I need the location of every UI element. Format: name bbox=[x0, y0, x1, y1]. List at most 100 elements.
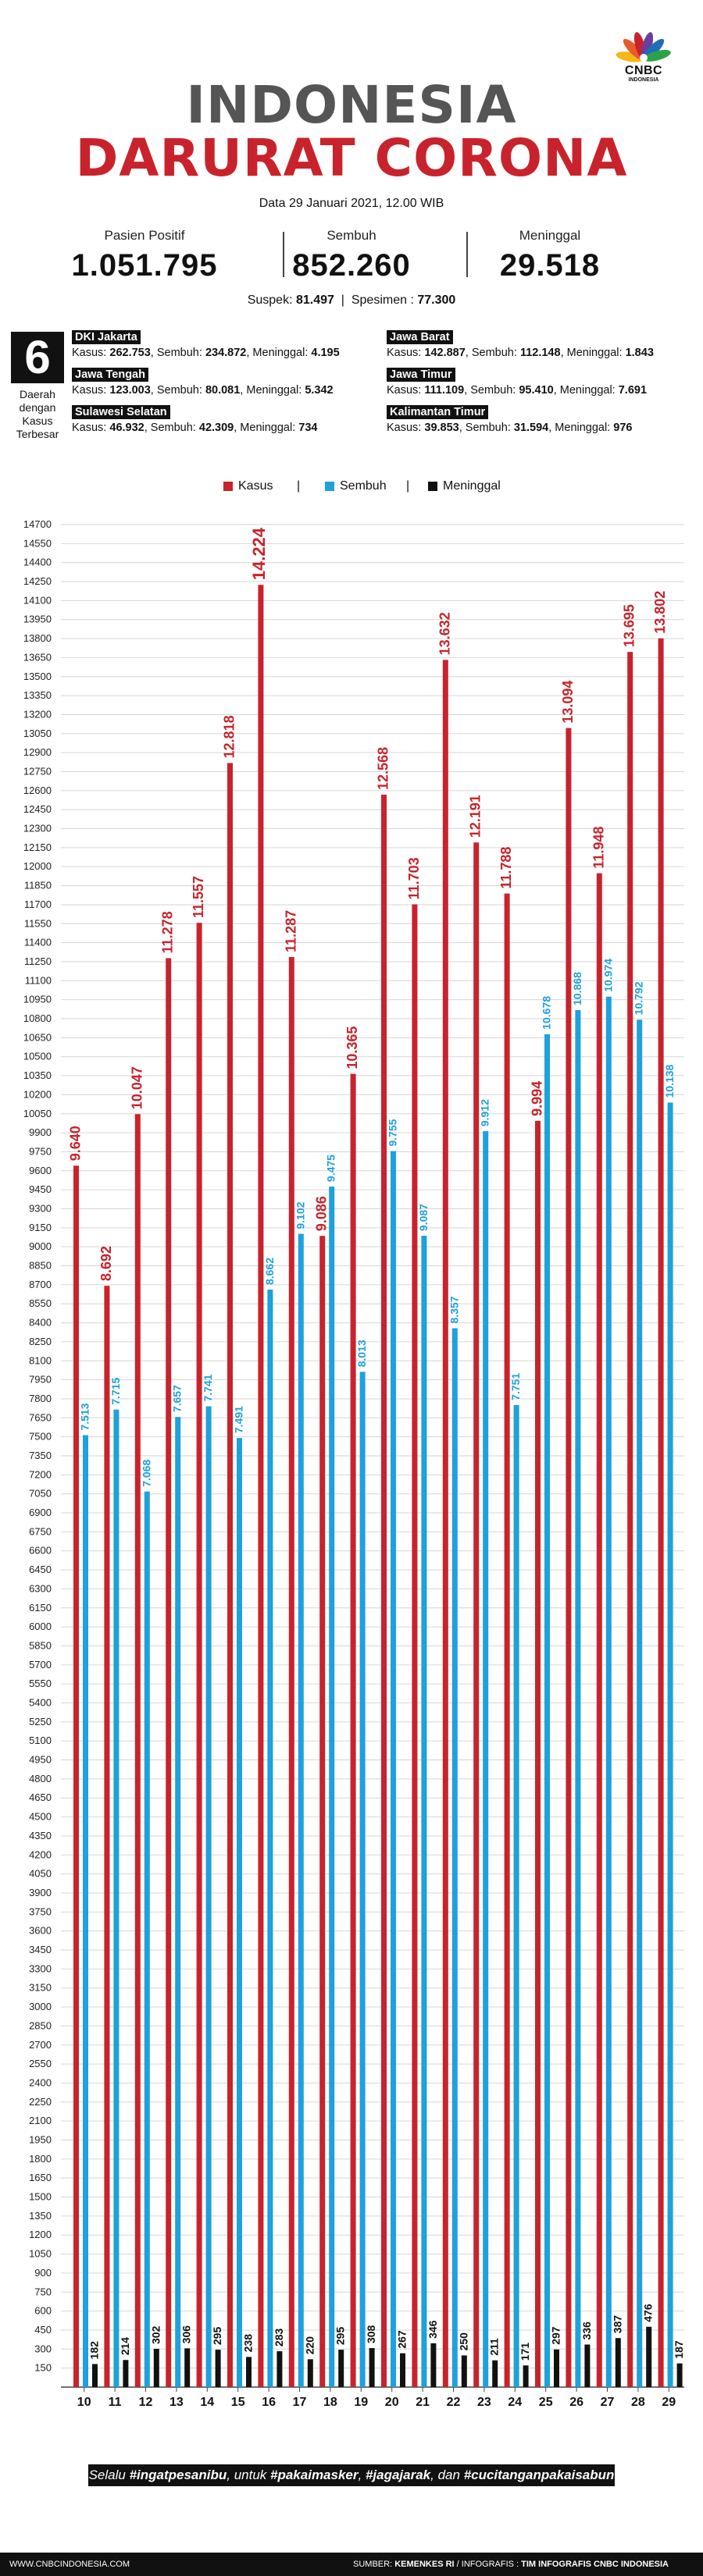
data-label-meninggal: 267 bbox=[396, 2330, 409, 2349]
data-label-kasus: 10.047 bbox=[129, 1066, 145, 1109]
bar-meninggal bbox=[92, 2364, 98, 2387]
bar-kasus bbox=[658, 638, 664, 2387]
bar-sembuh bbox=[83, 1435, 88, 2387]
banner-text: , untuk bbox=[227, 2467, 271, 2482]
caption-line: dengan bbox=[19, 401, 56, 414]
region-detail: Kasus: 123.003, Sembuh: 80.081, Meningga… bbox=[72, 384, 334, 397]
kasus-value: 111.109 bbox=[424, 384, 465, 397]
y-tick-label: 9900 bbox=[29, 1126, 52, 1138]
bar-meninggal bbox=[646, 2326, 652, 2387]
source-credit: SUMBER: KEMENKES RI / INFOGRAFIS : TIM I… bbox=[353, 2560, 669, 2569]
kasus-label: Kasus: bbox=[72, 422, 107, 434]
region-sulawesi-selatan: Sulawesi Selatan Kasus: 46.932, Sembuh: 4… bbox=[72, 405, 317, 434]
data-label-kasus: 11.788 bbox=[498, 847, 514, 889]
region-jawa-barat: Jawa Barat Kasus: 142.887, Sembuh: 112.14… bbox=[387, 330, 654, 359]
footer-banner: Selalu #ingatpesanibu, untuk #pakaimaske… bbox=[88, 2464, 615, 2486]
region-name: Kalimantan Timur bbox=[387, 405, 489, 419]
y-tick-label: 14100 bbox=[23, 594, 52, 606]
x-tick-label: 12 bbox=[139, 2396, 153, 2409]
region-detail: Kasus: 39.853, Sembuh: 31.594, Meninggal… bbox=[387, 422, 633, 434]
meninggal-value: 4.195 bbox=[311, 347, 340, 359]
y-tick-label: 600 bbox=[34, 2305, 52, 2317]
data-label-kasus: 13.695 bbox=[622, 604, 637, 647]
bar-meninggal bbox=[584, 2344, 591, 2387]
y-tick-label: 8700 bbox=[29, 1279, 52, 1290]
sembuh-value: 95.410 bbox=[519, 384, 554, 397]
data-label-sembuh: 9.475 bbox=[325, 1155, 337, 1182]
y-tick-label: 9150 bbox=[29, 1222, 52, 1233]
y-tick-label: 5700 bbox=[29, 1659, 52, 1670]
caption-line: Terbesar bbox=[16, 428, 59, 440]
title-line-1: INDONESIA bbox=[186, 75, 517, 135]
kasus-value: 39.853 bbox=[424, 422, 459, 434]
y-tick-label: 9750 bbox=[29, 1145, 52, 1157]
legend-swatch bbox=[325, 482, 334, 491]
bar-meninggal bbox=[123, 2360, 129, 2387]
y-tick-label: 3450 bbox=[29, 1944, 52, 1955]
bar-sembuh bbox=[267, 1290, 273, 2387]
y-tick-label: 6900 bbox=[29, 1507, 52, 1518]
meninggal-label: Meninggal: bbox=[246, 384, 302, 397]
y-tick-label: 11700 bbox=[24, 898, 52, 910]
y-tick-label: 6450 bbox=[29, 1564, 52, 1575]
y-tick-label: 11550 bbox=[24, 917, 52, 929]
bar-meninggal bbox=[554, 2349, 559, 2387]
data-label-kasus: 9.640 bbox=[68, 1126, 84, 1161]
bar-sembuh bbox=[544, 1034, 550, 2387]
y-tick-label: 9450 bbox=[29, 1183, 52, 1195]
data-label-kasus: 13.632 bbox=[437, 612, 452, 655]
y-tick-label: 1650 bbox=[29, 2172, 52, 2183]
kasus-value: 142.887 bbox=[424, 347, 466, 359]
data-label-kasus: 11.287 bbox=[283, 910, 298, 952]
y-tick-label: 4950 bbox=[29, 1754, 52, 1766]
kasus-label: Kasus: bbox=[387, 422, 422, 434]
x-tick-label: 17 bbox=[293, 2396, 307, 2409]
suspek-line: Suspek: 81.497 | Spesimen : 77.300 bbox=[0, 294, 703, 308]
y-tick-label: 8400 bbox=[29, 1317, 52, 1329]
region-kalimantan-timur: Kalimantan Timur Kasus: 39.853, Sembuh: 3… bbox=[387, 405, 632, 434]
y-tick-label: 8550 bbox=[29, 1297, 52, 1309]
bar-meninggal bbox=[369, 2348, 375, 2387]
sembuh-label: Sembuh: bbox=[156, 347, 202, 359]
data-label-meninggal: 214 bbox=[119, 2337, 131, 2356]
data-label-kasus: 13.094 bbox=[560, 681, 576, 724]
bar-kasus bbox=[596, 873, 602, 2387]
y-tick-label: 7800 bbox=[29, 1393, 52, 1404]
bar-meninggal bbox=[246, 2357, 252, 2387]
bar-kasus bbox=[381, 795, 387, 2387]
y-tick-label: 5550 bbox=[29, 1678, 52, 1689]
y-tick-label: 10350 bbox=[23, 1069, 52, 1081]
data-label-kasus: 12.191 bbox=[468, 795, 484, 838]
data-label-meninggal: 336 bbox=[580, 2322, 593, 2340]
bar-sembuh bbox=[513, 1404, 519, 2387]
y-tick-label: 1350 bbox=[29, 2210, 52, 2222]
data-date: Data 29 Januari 2021, 12.00 WIB bbox=[259, 197, 444, 210]
x-tick-label: 29 bbox=[662, 2396, 676, 2409]
bar-sembuh bbox=[575, 1009, 581, 2387]
y-tick-label: 10500 bbox=[23, 1051, 52, 1062]
y-tick-label: 6150 bbox=[29, 1602, 52, 1614]
website-link[interactable]: WWW.CNBCINDONESIA.COM bbox=[9, 2560, 130, 2569]
data-label-sembuh: 10.138 bbox=[663, 1064, 676, 1098]
bar-kasus bbox=[73, 1165, 79, 2387]
bar-sembuh bbox=[605, 996, 612, 2387]
region-jawa-tengah: Jawa Tengah Kasus: 123.003, Sembuh: 80.08… bbox=[72, 368, 334, 397]
bar-sembuh bbox=[298, 1233, 304, 2387]
y-tick-label: 4350 bbox=[29, 1830, 52, 1841]
y-tick-label: 10050 bbox=[23, 1108, 52, 1119]
region-detail: Kasus: 262.753, Sembuh: 234.872, Meningg… bbox=[72, 347, 340, 359]
bar-meninggal bbox=[523, 2365, 529, 2387]
sembuh-value: 80.081 bbox=[205, 384, 241, 397]
bar-meninggal bbox=[184, 2348, 191, 2387]
y-tick-label: 3600 bbox=[29, 1925, 52, 1937]
data-label-kasus: 13.802 bbox=[652, 591, 668, 634]
y-tick-label: 7050 bbox=[29, 1488, 52, 1500]
data-label-sembuh: 10.868 bbox=[571, 972, 583, 1005]
x-tick-label: 10 bbox=[77, 2396, 91, 2409]
sembuh-label: Sembuh: bbox=[471, 347, 517, 359]
data-label-meninggal: 297 bbox=[550, 2326, 562, 2345]
y-tick-label: 450 bbox=[34, 2324, 52, 2336]
source-prefix: SUMBER: bbox=[353, 2560, 395, 2569]
bottom-bar: WWW.CNBCINDONESIA.COM SUMBER: KEMENKES R… bbox=[0, 2553, 703, 2576]
y-tick-label: 12750 bbox=[23, 766, 52, 777]
